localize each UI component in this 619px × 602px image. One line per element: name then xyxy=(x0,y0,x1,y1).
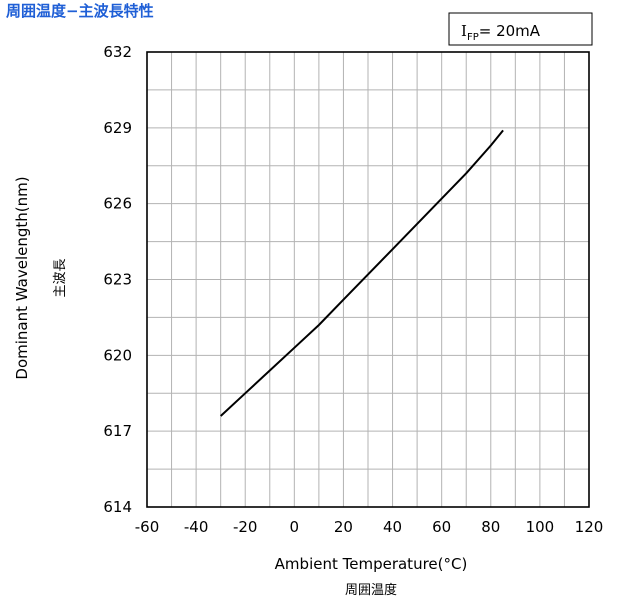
y-tick-label: 632 xyxy=(103,43,132,61)
y-axis-label: Dominant Wavelength(nm) xyxy=(13,176,31,379)
axis-labels: Ambient Temperature(°C) 周囲温度 Dominant Wa… xyxy=(13,176,467,598)
y-tick-label: 620 xyxy=(103,346,132,364)
series xyxy=(220,129,504,417)
condition-label: IFP= 20mA xyxy=(461,22,541,43)
x-axis-label: Ambient Temperature(°C) xyxy=(275,555,468,573)
x-tick-label: 40 xyxy=(383,518,402,536)
series-line-0 xyxy=(220,129,504,417)
tick-labels: -60 -40 -20 0 20 40 60 80 100 120 614 617 620 623 626 6… xyxy=(103,43,603,536)
x-tick-label: 60 xyxy=(432,518,451,536)
y-tick-label: 626 xyxy=(103,195,132,213)
y-tick-label: 623 xyxy=(103,271,132,289)
condition-box: IFP= 20mA xyxy=(448,12,593,46)
x-axis-sublabel: 周囲温度 xyxy=(345,582,397,598)
condition-box-border xyxy=(448,12,593,46)
x-tick-label: 0 xyxy=(290,518,300,536)
y-axis-sublabel: 主波長 xyxy=(53,258,68,297)
y-tick-label: 629 xyxy=(103,119,132,137)
x-tick-label: -60 xyxy=(135,518,160,536)
y-tick-label: 614 xyxy=(103,498,132,516)
x-tick-label: 20 xyxy=(334,518,353,536)
y-tick-label: 617 xyxy=(103,422,132,440)
plot-frame xyxy=(146,51,590,508)
plot-border xyxy=(146,51,590,508)
x-tick-label: 100 xyxy=(526,518,555,536)
x-tick-label: -40 xyxy=(184,518,209,536)
x-tick-label: 120 xyxy=(575,518,604,536)
x-tick-label: -20 xyxy=(233,518,258,536)
grid xyxy=(147,52,589,507)
x-tick-label: 80 xyxy=(481,518,500,536)
chart-title: 周囲温度−主波長特性 xyxy=(6,2,154,20)
